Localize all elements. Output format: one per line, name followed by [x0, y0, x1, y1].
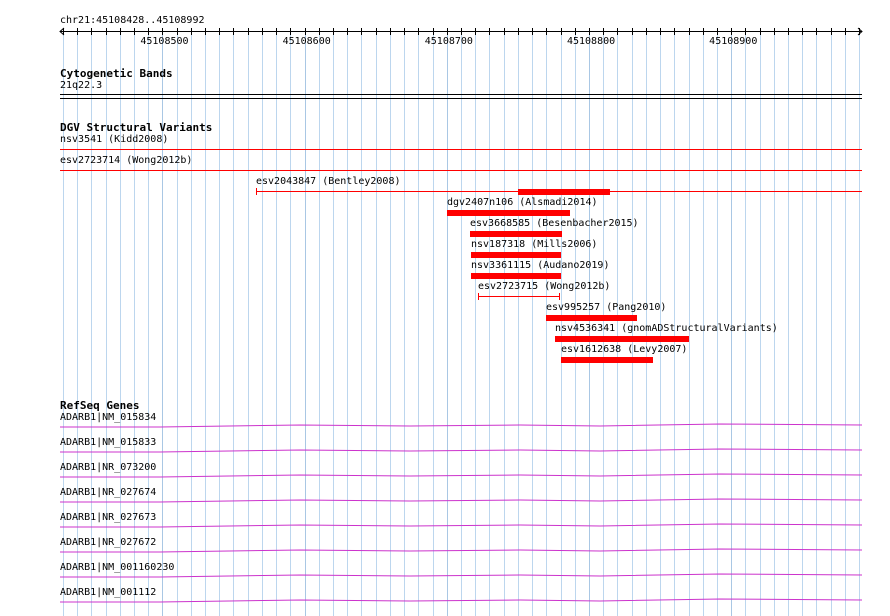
ruler-tick-label: 45108700	[425, 36, 473, 47]
transcript-path	[60, 423, 863, 428]
transcript-path	[60, 598, 863, 603]
transcript-path	[60, 548, 863, 553]
variant-thick-segment[interactable]	[517, 189, 611, 195]
ruler-left-arrow	[59, 27, 65, 36]
ruler-tick-label: 45108800	[567, 36, 615, 47]
variant-end-cap	[478, 293, 480, 300]
coordinate-ruler[interactable]: 45108500 45108600 45108700 45108800 45108900	[0, 24, 890, 74]
variant-bar[interactable]	[546, 315, 638, 321]
location-label: chr21:45108428..45108992	[60, 15, 205, 26]
transcript-label[interactable]: ADARB1|NM_015834	[60, 412, 157, 423]
variant-label[interactable]: esv3668585 (Besenbacher2015)	[470, 218, 639, 229]
transcript-line[interactable]	[0, 598, 890, 606]
transcript-label[interactable]: ADARB1|NR_027674	[60, 487, 157, 498]
cytoband-bar[interactable]	[60, 94, 862, 99]
variant-label[interactable]: dgv2407n106 (Alsmadi2014)	[447, 197, 598, 208]
transcript-path	[60, 448, 863, 453]
transcript-line[interactable]	[0, 523, 890, 531]
transcript-line[interactable]	[0, 573, 890, 581]
variant-label[interactable]: esv2043847 (Bentley2008)	[256, 176, 401, 187]
variant-bar[interactable]	[560, 357, 653, 363]
transcript-line[interactable]	[0, 473, 890, 481]
variant-label[interactable]: nsv3541 (Kidd2008)	[60, 134, 169, 145]
refseq-track-title: RefSeq Genes	[60, 399, 140, 412]
variant-label[interactable]: nsv187318 (Mills2006)	[471, 239, 598, 250]
variant-bar[interactable]	[478, 296, 560, 297]
variant-bar[interactable]	[446, 210, 571, 216]
variant-start-cap	[256, 188, 258, 195]
variant-bar[interactable]	[470, 273, 561, 279]
variant-label[interactable]: esv2723715 (Wong2012b)	[478, 281, 611, 292]
variant-label[interactable]: esv2723714 (Wong2012b)	[60, 155, 193, 166]
transcript-line[interactable]	[0, 423, 890, 431]
variant-bar[interactable]	[60, 170, 862, 171]
variant-label[interactable]: nsv3361115 (Audano2019)	[471, 260, 610, 271]
variant-label[interactable]: nsv4536341 (gnomADStructuralVariants)	[555, 323, 778, 334]
transcript-path	[60, 573, 863, 578]
cytoband-track-title: Cytogenetic Bands	[60, 67, 173, 80]
variant-bar[interactable]	[60, 149, 862, 150]
ruler-tick-label: 45108500	[140, 36, 188, 47]
variant-bar[interactable]	[469, 231, 562, 237]
variant-label[interactable]: esv1612638 (Levy2007)	[561, 344, 688, 355]
transcript-label[interactable]: ADARB1|NM_001160230	[60, 562, 175, 573]
transcript-path	[60, 498, 863, 503]
transcript-label[interactable]: ADARB1|NR_027672	[60, 537, 157, 548]
transcript-label[interactable]: ADARB1|NM_001112	[60, 587, 157, 598]
cytoband-label[interactable]: 21q22.3	[60, 80, 103, 91]
transcript-line[interactable]	[0, 548, 890, 556]
transcript-path	[60, 523, 863, 528]
ruler-tick-label: 45108900	[709, 36, 757, 47]
variant-label[interactable]: esv995257 (Pang2010)	[546, 302, 667, 313]
transcript-label[interactable]: ADARB1|NR_027673	[60, 512, 157, 523]
variant-bar[interactable]	[554, 336, 689, 342]
transcript-path	[60, 473, 863, 478]
variant-end-cap	[559, 293, 561, 300]
dgv-track-title: DGV Structural Variants	[60, 121, 213, 134]
transcript-line[interactable]	[0, 498, 890, 506]
ruler-tick-label: 45108600	[283, 36, 331, 47]
variant-bar[interactable]	[470, 252, 561, 258]
transcript-label[interactable]: ADARB1|NM_015833	[60, 437, 157, 448]
transcript-line[interactable]	[0, 448, 890, 456]
transcript-label[interactable]: ADARB1|NR_073200	[60, 462, 157, 473]
